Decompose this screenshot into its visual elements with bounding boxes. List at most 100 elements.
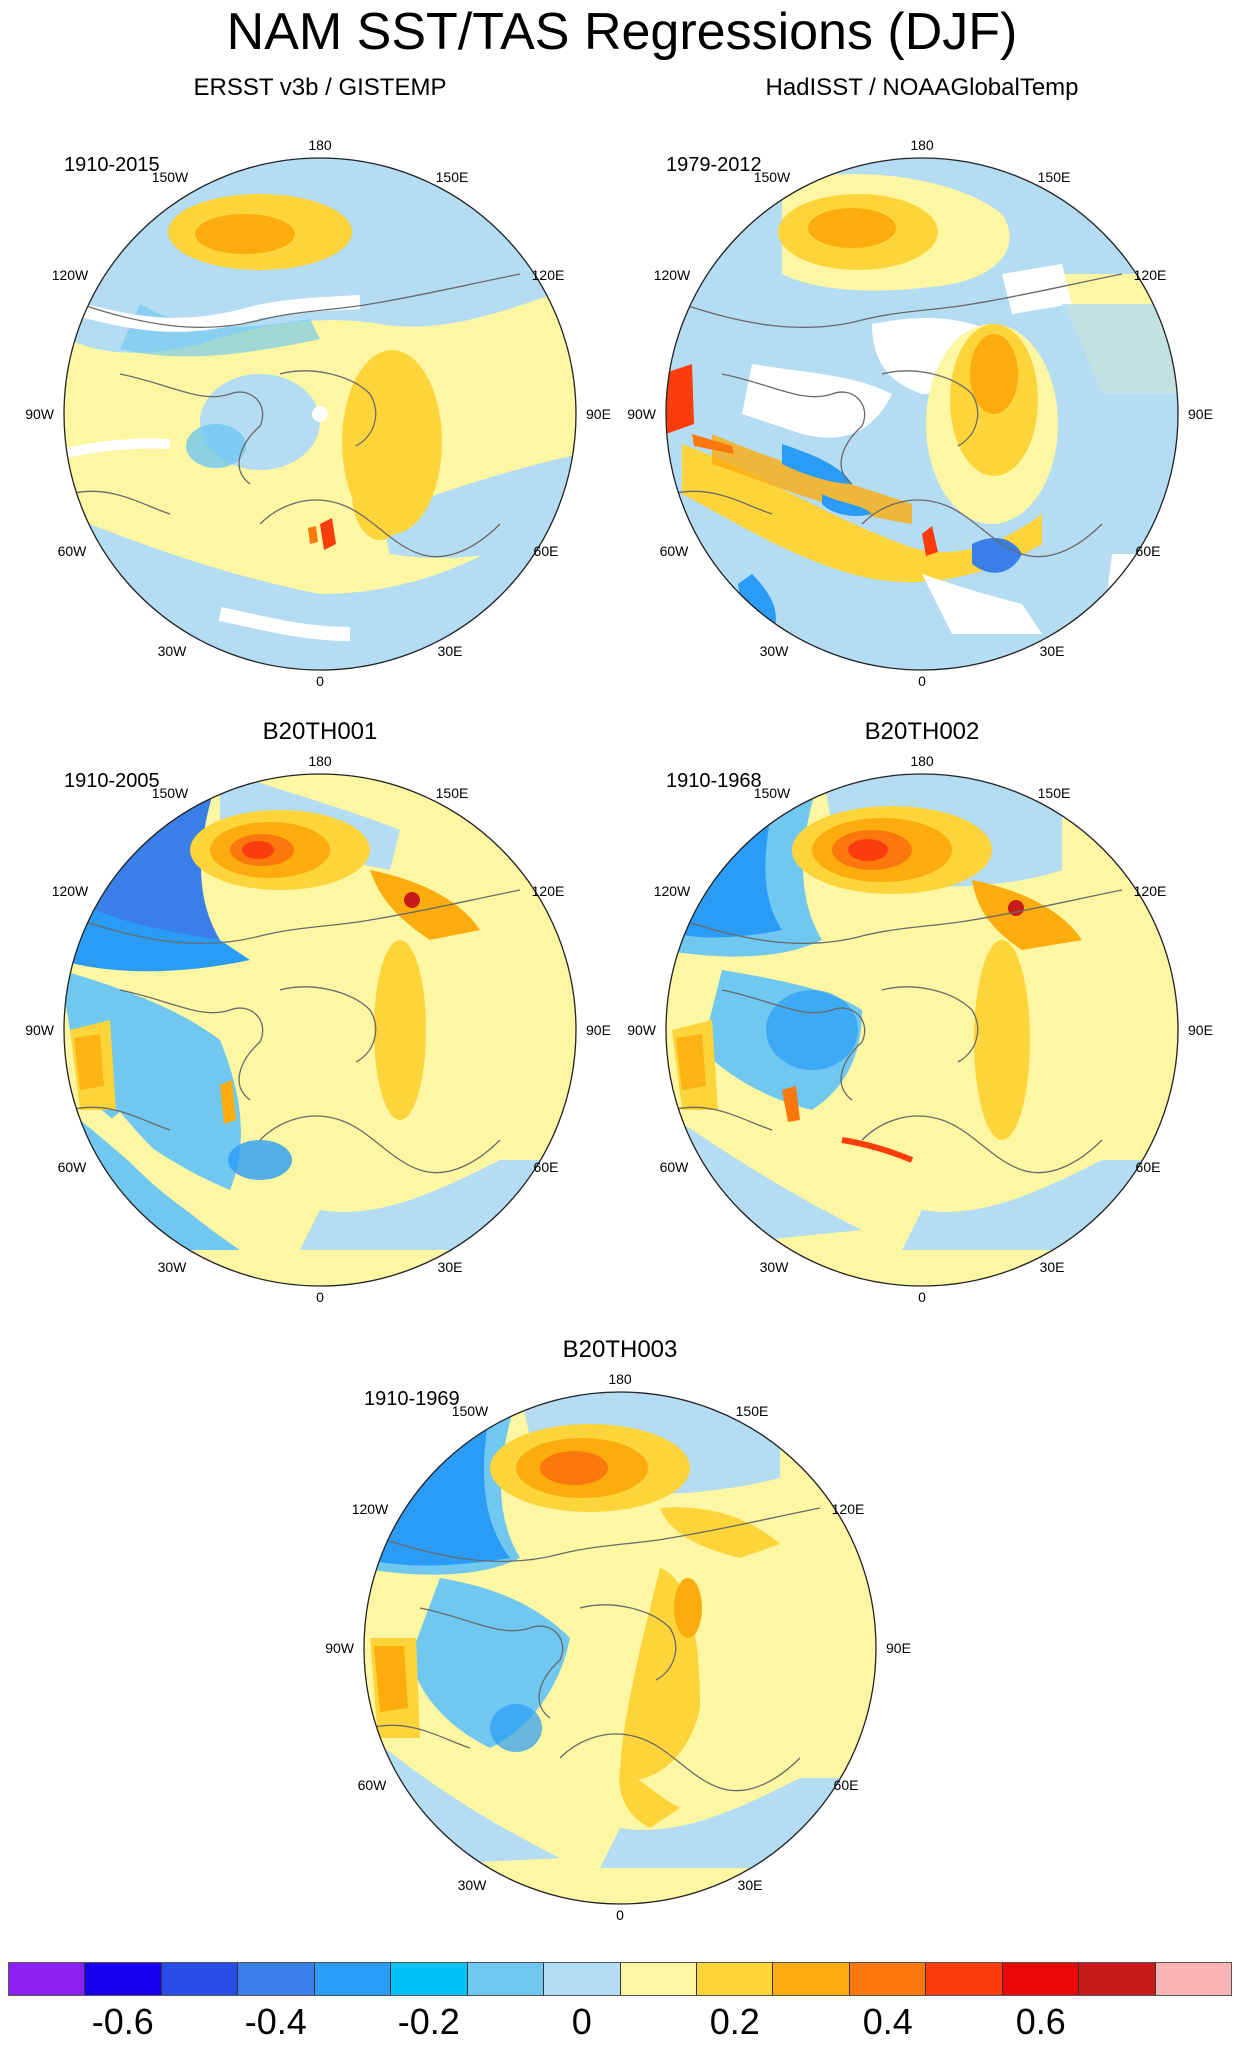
panel-ersst-gistemp: ERSST v3b / GISTEMP 1910-2015 [20, 74, 620, 694]
lon-label: 150E [436, 169, 469, 185]
lon-label: 90E [586, 406, 611, 422]
lon-label: 30E [438, 1259, 463, 1275]
colorbar-swatch [1155, 1963, 1231, 1995]
panel-title: HadISST / NOAAGlobalTemp [765, 74, 1079, 101]
colorbar-swatch [544, 1963, 621, 1995]
lon-label: 120W [352, 1501, 389, 1517]
lon-label: 30W [158, 1259, 188, 1275]
figure-title: NAM SST/TAS Regressions (DJF) [226, 3, 1018, 61]
lon-label: 150E [1038, 785, 1071, 801]
lon-label: 0 [918, 673, 926, 689]
lon-label: 90E [586, 1022, 611, 1038]
colorbar-tick-label: 0.4 [862, 2001, 913, 2042]
lon-label: 120W [654, 883, 691, 899]
colorbar-swatch [926, 1963, 1003, 1995]
lon-label: 0 [918, 1289, 926, 1305]
colorbar-swatch [467, 1963, 545, 1995]
panel-title: B20TH001 [262, 718, 378, 745]
colorbar-swatch [161, 1963, 239, 1995]
polar-map: 180 150E 120E 90E 60E 30E 0 30W 60W 90W … [25, 137, 611, 689]
colorbar-tick-label: -0.6 [91, 2001, 154, 2042]
lon-label: 180 [308, 137, 332, 153]
panel-period: 1910-1968 [666, 770, 762, 792]
lon-label: 150W [152, 169, 189, 185]
lon-label: 120E [1134, 883, 1167, 899]
lon-label: 180 [608, 1371, 632, 1387]
lon-label: 120E [1134, 267, 1167, 283]
lon-label: 60W [358, 1777, 388, 1793]
lon-label: 30E [1040, 643, 1065, 659]
lon-label: 90E [1188, 406, 1213, 422]
panel-title: B20TH002 [864, 718, 980, 745]
colorbar-tick-label: -0.4 [244, 2001, 307, 2042]
lon-label: 90E [886, 1640, 911, 1656]
polar-map: 180 150E 120E 90E 60E 30E 0 30W 60W 90W … [627, 753, 1213, 1305]
panel-period: 1910-2015 [64, 154, 160, 176]
lon-label: 60E [534, 1159, 559, 1175]
panel-period: 1979-2012 [666, 154, 762, 176]
colorbar-swatch [9, 1963, 86, 1995]
lon-label: 30E [1040, 1259, 1065, 1275]
panel-title: ERSST v3b / GISTEMP [193, 74, 447, 101]
panel-b20th003: B20TH003 1910-1969 [320, 1336, 920, 1956]
panel-period: 1910-1969 [364, 1388, 460, 1410]
colorbar-swatch [773, 1963, 850, 1995]
lon-label: 30W [458, 1877, 488, 1893]
lon-label: 90W [325, 1640, 355, 1656]
lon-label: 60E [534, 543, 559, 559]
lon-label: 30W [760, 1259, 790, 1275]
colorbar-tick-label: 0.2 [709, 2001, 760, 2042]
lon-label: 30W [760, 643, 790, 659]
colorbar-swatch [391, 1963, 468, 1995]
lon-label: 150W [754, 169, 791, 185]
lon-label: 60W [660, 1159, 690, 1175]
lon-label: 60E [1136, 543, 1161, 559]
colorbar-swatch [1002, 1963, 1080, 1995]
lon-label: 120W [654, 267, 691, 283]
lon-label: 90W [25, 1022, 55, 1038]
lon-label: 150W [152, 785, 189, 801]
lon-label: 0 [316, 1289, 324, 1305]
lon-label: 150W [754, 785, 791, 801]
colorbar-swatch [238, 1963, 315, 1995]
polar-map: 180 150E 120E 90E 60E 30E 0 30W 60W 90W … [25, 753, 611, 1305]
lon-label: 30E [738, 1877, 763, 1893]
lon-label: 180 [308, 753, 332, 769]
lon-label: 150E [436, 785, 469, 801]
lon-label: 90W [627, 1022, 657, 1038]
lon-label: 120W [52, 883, 89, 899]
lon-label: 0 [316, 673, 324, 689]
panel-b20th001: B20TH001 1910-2005 [20, 718, 620, 1338]
lon-label: 120E [832, 1501, 865, 1517]
lon-label: 120E [532, 883, 565, 899]
colorbar-swatch [696, 1963, 774, 1995]
panel-b20th002: B20TH002 1910-1968 [622, 718, 1222, 1338]
lon-label: 150E [1038, 169, 1071, 185]
colorbar-tick-label: 0.6 [1015, 2001, 1066, 2042]
colorbar-swatch [314, 1963, 392, 1995]
lon-label: 120E [532, 267, 565, 283]
lon-label: 120W [52, 267, 89, 283]
lon-label: 90W [25, 406, 55, 422]
lon-label: 180 [910, 137, 934, 153]
lon-label: 60W [58, 543, 88, 559]
colorbar-swatch [849, 1963, 927, 1995]
lon-label: 180 [910, 753, 934, 769]
colorbar-tick-label: 0 [571, 2001, 592, 2042]
polar-map: 180 150E 120E 90E 60E 30E 0 30W 60W 90W … [325, 1371, 911, 1923]
panel-title: B20TH003 [562, 1336, 678, 1363]
lon-label: 90W [627, 406, 657, 422]
lon-label: 0 [616, 1907, 624, 1923]
lon-label: 30W [158, 643, 188, 659]
lon-label: 60E [834, 1777, 859, 1793]
panel-hadisst-noaa: HadISST / NOAAGlobalTemp 1979-2012 [622, 74, 1222, 694]
colorbar-swatch [85, 1963, 162, 1995]
lon-label: 90E [1188, 1022, 1213, 1038]
lon-label: 30E [438, 643, 463, 659]
lon-label: 60W [660, 543, 690, 559]
colorbar-tick-label: -0.2 [397, 2001, 460, 2042]
lon-label: 60W [58, 1159, 88, 1175]
lon-label: 150E [736, 1403, 769, 1419]
lon-label: 150W [452, 1403, 489, 1419]
colorbar-swatch [1079, 1963, 1156, 1995]
